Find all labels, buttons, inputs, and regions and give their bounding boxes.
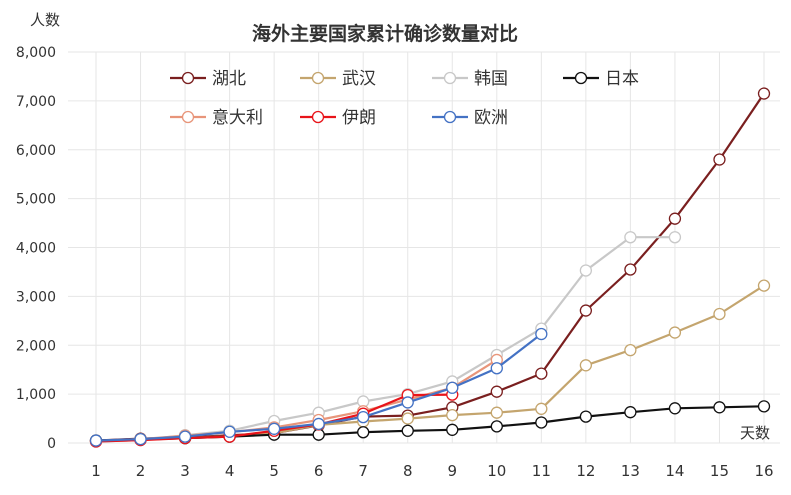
- legend-marker: [574, 71, 588, 85]
- x-tick-label: 6: [314, 462, 324, 480]
- y-tick-label: 5,000: [16, 192, 56, 208]
- legend-item: 韩国: [432, 69, 508, 89]
- data-point: [579, 410, 593, 423]
- legend-label: 日本: [605, 69, 639, 89]
- data-point: [490, 420, 503, 433]
- x-tick-label: 2: [136, 462, 146, 480]
- x-tick-label: 12: [576, 462, 595, 480]
- x-tick-label: 9: [447, 462, 457, 480]
- y-tick-label: 8,000: [16, 45, 56, 61]
- x-tick-label: 10: [487, 462, 506, 480]
- data-point: [713, 153, 726, 166]
- legend-label: 伊朗: [342, 108, 376, 128]
- data-point: [713, 401, 726, 414]
- x-tick-label: 16: [754, 462, 773, 480]
- legend-label: 欧洲: [474, 108, 508, 128]
- data-point: [312, 417, 325, 431]
- data-point: [357, 410, 370, 424]
- data-point: [446, 423, 459, 436]
- y-tick-label: 0: [47, 436, 56, 452]
- legend-marker: [311, 71, 325, 85]
- data-point: [134, 432, 147, 446]
- data-point: [579, 264, 593, 277]
- x-axis-label: 天数: [740, 424, 770, 442]
- data-point: [178, 430, 192, 443]
- legend-item: 伊朗: [300, 108, 376, 128]
- legend-label: 意大利: [212, 108, 263, 128]
- legend-marker: [181, 110, 195, 124]
- data-point: [312, 428, 325, 441]
- legend-marker: [311, 110, 325, 124]
- y-tick-label: 7,000: [16, 94, 56, 110]
- data-point: [624, 263, 637, 276]
- data-point: [757, 400, 771, 413]
- legend-label: 湖北: [212, 69, 246, 89]
- x-tick-label: 1: [91, 462, 101, 480]
- legend-label: 韩国: [474, 69, 508, 89]
- x-tick-label: 11: [532, 462, 551, 480]
- legend-item: 日本: [563, 69, 639, 89]
- y-tick-label: 6,000: [16, 143, 56, 159]
- y-tick-label: 2,000: [16, 338, 56, 354]
- x-tick-label: 4: [225, 462, 235, 480]
- x-tick-label: 7: [358, 462, 368, 480]
- data-point: [535, 327, 548, 341]
- data-point: [535, 367, 548, 380]
- data-point: [624, 231, 637, 244]
- data-point: [401, 412, 414, 425]
- series-layer: [89, 87, 771, 448]
- data-point: [535, 402, 548, 415]
- data-point: [267, 422, 281, 435]
- x-tick-label: 15: [710, 462, 729, 480]
- data-point: [668, 326, 682, 339]
- series-6: [89, 327, 548, 447]
- data-point: [624, 343, 637, 357]
- y-tick-label: 4,000: [16, 241, 56, 257]
- legend-marker: [443, 110, 457, 124]
- data-point: [89, 434, 103, 447]
- data-point: [446, 408, 459, 422]
- y-axis-label: 人数: [30, 11, 60, 29]
- data-point: [624, 406, 637, 419]
- x-tick-label: 5: [269, 462, 279, 480]
- legend-label: 武汉: [342, 69, 376, 89]
- data-point: [357, 426, 370, 439]
- data-point: [579, 359, 593, 372]
- x-tick-label: 3: [180, 462, 190, 480]
- data-point: [757, 279, 771, 292]
- axes-layer: 0 1,000 2,000 3,000 4,000 5,000 6,000 7,000 8,00…: [16, 45, 774, 480]
- data-point: [668, 231, 682, 244]
- data-point: [757, 87, 771, 100]
- data-point: [223, 425, 236, 438]
- x-tick-label: 13: [621, 462, 640, 480]
- y-tick-label: 1,000: [16, 387, 56, 403]
- data-point: [668, 402, 682, 415]
- chart-title: 海外主要国家累计确诊数量对比: [252, 22, 518, 45]
- data-point: [401, 424, 414, 437]
- legend-item: 湖北: [170, 69, 246, 89]
- legend-marker: [443, 71, 457, 85]
- data-point: [579, 304, 593, 317]
- legend-item: 武汉: [300, 69, 376, 89]
- data-point: [490, 406, 503, 419]
- data-point: [401, 396, 414, 409]
- legend-marker: [181, 71, 195, 85]
- x-tick-label: 14: [665, 462, 684, 480]
- data-point: [490, 385, 503, 398]
- x-tick-label: 8: [403, 462, 413, 480]
- data-point: [535, 416, 548, 429]
- y-tick-label: 3,000: [16, 289, 56, 305]
- legend-item: 意大利: [170, 108, 263, 128]
- data-point: [668, 212, 682, 225]
- data-point: [713, 307, 726, 321]
- data-point: [446, 381, 459, 394]
- legend-item: 欧洲: [432, 108, 508, 128]
- data-point: [490, 362, 503, 375]
